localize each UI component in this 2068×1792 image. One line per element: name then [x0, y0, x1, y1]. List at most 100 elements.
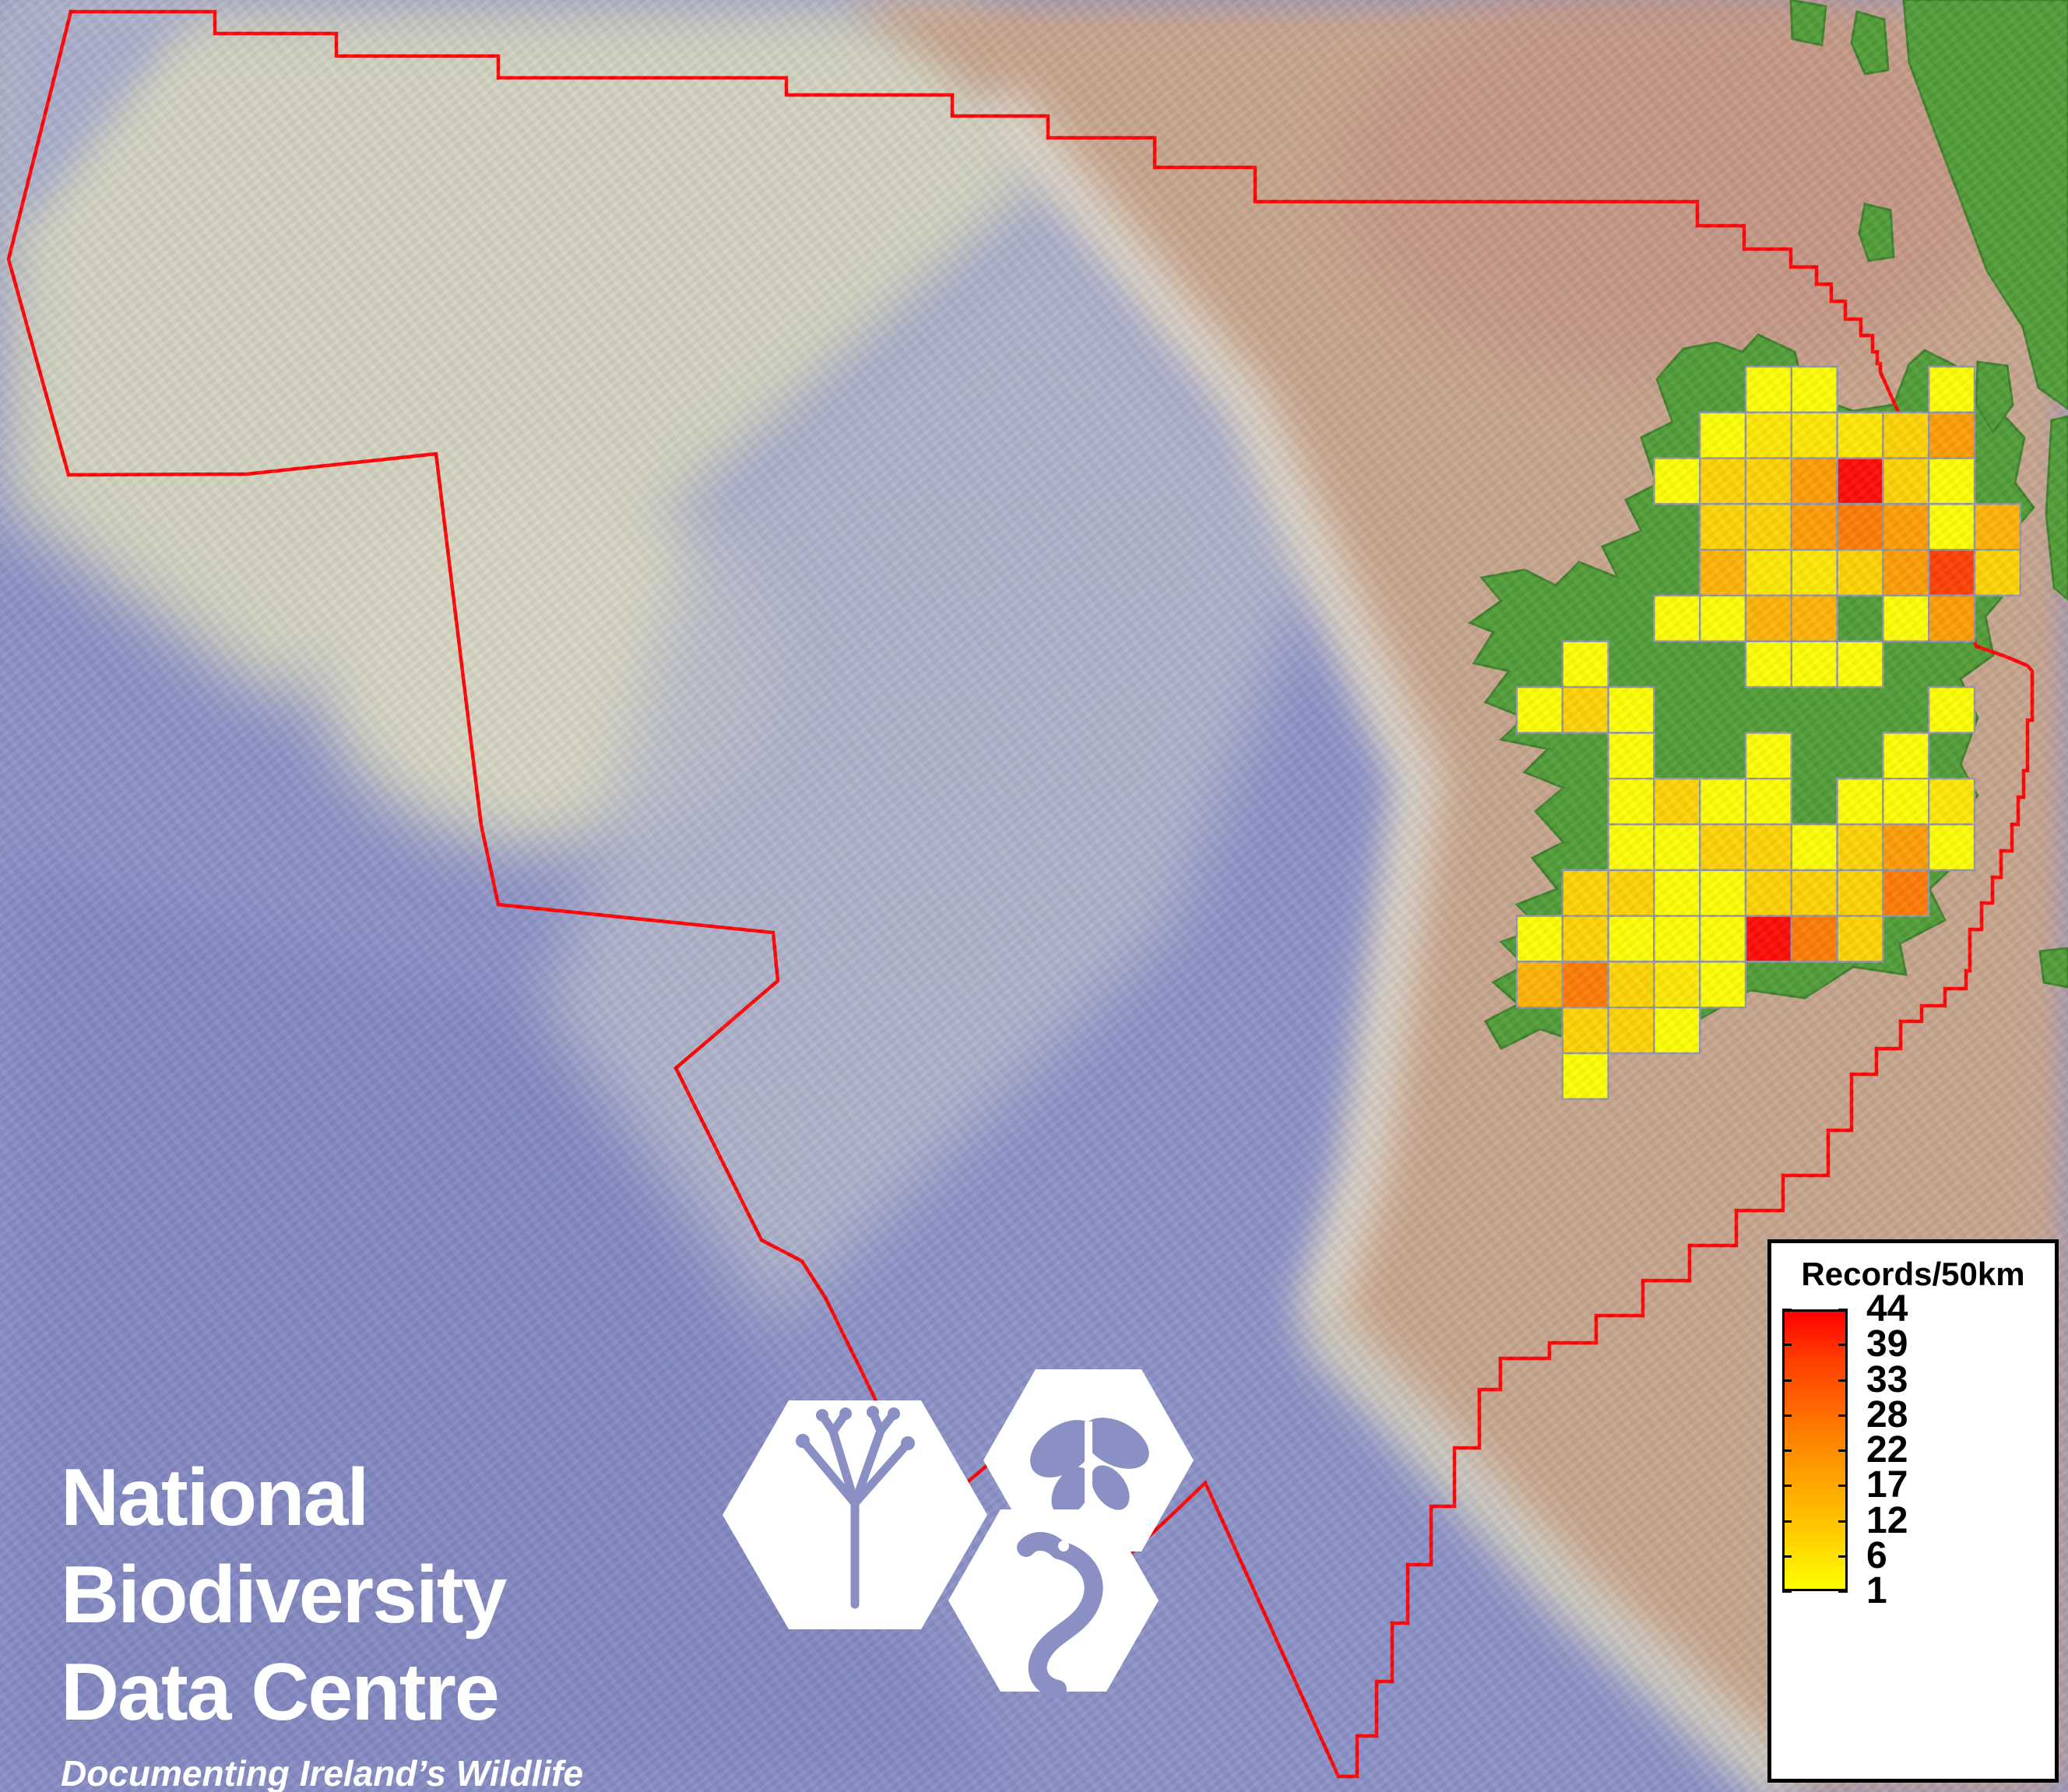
grid-cell	[1744, 594, 1792, 642]
grid-cell	[1607, 686, 1655, 734]
grid-cell	[1653, 961, 1701, 1009]
legend-tick	[1838, 1485, 1848, 1488]
grid-cell	[1561, 869, 1609, 917]
legend-tick	[1838, 1414, 1848, 1417]
grid-cell	[1653, 869, 1701, 917]
logo-line-2: Biodiversity	[61, 1550, 507, 1640]
ocean-corner-northwest	[0, 0, 202, 234]
grid-cell	[1836, 411, 1884, 459]
legend-tick	[1782, 1309, 1792, 1311]
legend-tick	[1838, 1309, 1848, 1311]
grid-cell	[1698, 915, 1747, 963]
grid-cell	[1561, 1006, 1609, 1055]
grid-cell	[1882, 778, 1930, 826]
grid-cell	[1790, 411, 1838, 459]
grid-cell	[1790, 915, 1838, 963]
grid-cell	[1653, 594, 1701, 642]
grid-cell	[1653, 778, 1701, 826]
legend-tick	[1838, 1555, 1848, 1558]
grid-cell	[1607, 1006, 1655, 1055]
grid-cell	[1836, 915, 1884, 963]
grid-cell	[1698, 961, 1747, 1009]
grid-cell	[1607, 869, 1655, 917]
grid-cell	[1561, 915, 1609, 963]
grid-cell	[1927, 594, 1976, 642]
grid-cell	[1698, 594, 1747, 642]
shelf-northwest	[0, 0, 1051, 701]
grid-cell	[1836, 503, 1884, 551]
grid-cell	[1836, 640, 1884, 688]
legend-tick	[1838, 1449, 1848, 1452]
grid-cell	[1744, 549, 1792, 597]
grid-cell	[1973, 549, 2021, 597]
legend-value: 39	[1866, 1323, 1908, 1365]
grid-cell	[1698, 411, 1747, 459]
grid-cell	[1698, 869, 1747, 917]
grid-cell	[1973, 503, 2021, 551]
grid-cell	[1607, 961, 1655, 1009]
grid-cell	[1744, 823, 1792, 871]
grid-cell	[1515, 961, 1563, 1009]
sea-tint-northeast	[1339, 0, 2009, 381]
seahorse-hexagon-icon	[948, 1509, 1159, 1699]
grid-cell	[1790, 365, 1838, 413]
grid-cell	[1882, 823, 1930, 871]
grid-cell	[1836, 823, 1884, 871]
grid-cell	[1653, 823, 1701, 871]
legend-tick	[1782, 1449, 1792, 1452]
grid-cell	[1882, 411, 1930, 459]
grid-cell	[1561, 1052, 1609, 1100]
grid-cell	[1882, 549, 1930, 597]
logo-hexagons	[723, 1369, 1194, 1699]
grid-cell	[1744, 411, 1792, 459]
tiree-island	[1858, 202, 1895, 262]
grid-cell	[1790, 457, 1838, 505]
legend-tick	[1782, 1555, 1792, 1558]
grid-cell	[1836, 869, 1884, 917]
grid-cell	[1698, 823, 1747, 871]
grid-cell	[1653, 915, 1701, 963]
grid-cell	[1698, 457, 1747, 505]
grid-cell	[1790, 594, 1838, 642]
legend-tick	[1838, 1379, 1848, 1382]
logo-tagline: Documenting Ireland’s Wildlife	[61, 1753, 583, 1792]
legend-title: Records/50km	[1801, 1256, 2025, 1292]
legend-tick	[1838, 1344, 1848, 1347]
grid-cell	[1744, 915, 1792, 963]
grid-cell	[1698, 503, 1747, 551]
grid-cell	[1607, 732, 1655, 780]
butterfly-hexagon-icon	[983, 1369, 1194, 1551]
grid-cell	[1744, 365, 1792, 413]
grid-cell	[1836, 457, 1884, 505]
legend-tick	[1782, 1520, 1792, 1523]
hebrides-island-b	[1789, 0, 1827, 47]
islay-island	[1975, 360, 2014, 434]
logo-line-3: Data Centre	[61, 1647, 500, 1738]
grid-cell	[1515, 686, 1563, 734]
grid-cell	[1698, 778, 1747, 826]
grid-cell	[1790, 503, 1838, 551]
legend-tick	[1838, 1520, 1848, 1523]
grid-cell	[1790, 640, 1838, 688]
hebrides-island-a	[1850, 10, 1890, 76]
grid-cell	[1744, 732, 1792, 780]
designated-area-boundary	[6, 9, 2035, 1779]
grid-cell	[1515, 915, 1563, 963]
legend-value: 22	[1866, 1429, 1908, 1470]
logo-line-1: National	[61, 1453, 369, 1543]
shelf-break-rim	[978, 86, 1441, 1330]
grid-cell	[1927, 411, 1976, 459]
legend-value: 6	[1866, 1534, 1887, 1576]
grid-cell	[1882, 594, 1930, 642]
grid-cell	[1744, 640, 1792, 688]
grid-cell	[1927, 686, 1976, 734]
legend-tick	[1838, 1590, 1848, 1593]
grid-cell	[1744, 778, 1792, 826]
grid-cell	[1561, 686, 1609, 734]
legend-tick	[1782, 1414, 1792, 1417]
grid-cell	[1607, 915, 1655, 963]
grid-cell	[1882, 457, 1930, 505]
grid-cell	[1882, 503, 1930, 551]
grid-cell	[1927, 823, 1976, 871]
